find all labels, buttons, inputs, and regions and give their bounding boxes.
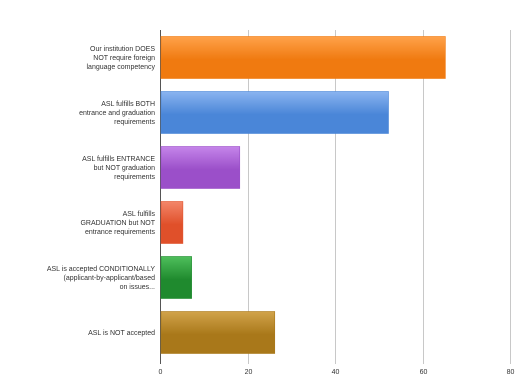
bar-2 (160, 91, 389, 134)
grid-lines (160, 30, 511, 364)
bar-6 (160, 311, 276, 354)
x-tick-label: 20 (245, 369, 253, 376)
x-tick-label: 40 (332, 369, 340, 376)
x-tick-label: 0 (159, 369, 163, 376)
x-axis-ticks: 0 20 40 60 80 (159, 369, 515, 376)
bars (160, 36, 446, 354)
bar-1 (160, 36, 446, 79)
bar-4 (160, 201, 184, 244)
category-label: ASL is accepted CONDITIONALLY (applicant-… (47, 266, 155, 291)
x-tick-label: 80 (507, 369, 515, 376)
category-label: ASL is NOT accepted (88, 330, 155, 337)
bar-3 (160, 146, 241, 189)
category-label: ASL fulfills ENTRANCE but NOT graduation r… (82, 156, 155, 181)
bar-5 (160, 256, 192, 299)
category-label: Our institution DOES NOT require foreign l… (87, 46, 156, 71)
category-label: ASL fulfills GRADUATION but NOT entrance r… (80, 211, 155, 236)
category-labels: Our institution DOES NOT require foreign l… (47, 46, 156, 337)
x-tick-label: 60 (420, 369, 428, 376)
category-label: ASL fulfills BOTH entrance and graduation… (79, 101, 155, 126)
